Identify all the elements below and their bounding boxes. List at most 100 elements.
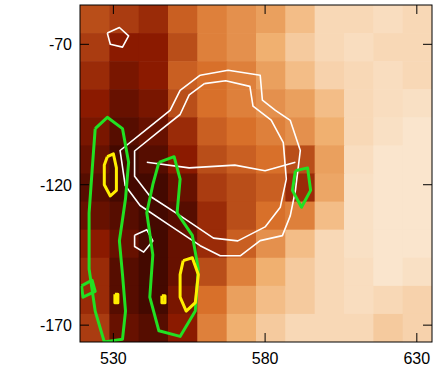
cell [197,314,227,342]
cell [109,33,139,62]
y-tick [80,184,89,185]
cell [168,117,198,146]
cell [344,5,374,34]
cell [256,174,286,203]
cell [403,61,432,90]
plot-area [80,5,432,342]
y-tick [423,184,432,185]
cell [227,174,257,203]
cell [315,174,345,203]
cell [256,202,286,231]
cell [373,314,403,342]
cell [227,258,257,287]
y-tick-label: -120 [40,177,72,194]
cell [256,286,286,315]
cell [197,230,227,259]
x-tick [113,5,114,14]
cell [285,61,315,90]
cell [285,33,315,62]
cell [227,5,257,34]
cell [344,286,374,315]
cell [197,89,227,118]
cell [344,258,374,287]
y-tick [80,44,89,45]
cell [139,89,169,118]
cell [109,61,139,90]
cell [197,286,227,315]
cell [403,314,432,342]
cell [168,61,198,90]
cell [197,202,227,231]
cell [80,5,110,34]
cell [373,258,403,287]
cell [227,286,257,315]
cell [168,145,198,174]
y-tick [423,325,432,326]
x-tick [265,333,266,342]
cell [227,61,257,90]
cell [373,230,403,259]
cell [285,314,315,342]
cell [256,314,286,342]
cell [197,258,227,287]
cell [315,89,345,118]
cell [168,174,198,203]
cell [227,33,257,62]
cell [285,230,315,259]
cell [315,61,345,90]
x-tick-label: 580 [252,350,279,367]
cell [315,314,345,342]
cell [168,314,198,342]
contour [292,168,310,207]
cell [315,258,345,287]
cell [256,33,286,62]
x-tick [416,333,417,342]
cell [285,286,315,315]
cell [80,33,110,62]
cell [227,145,257,174]
cell [344,117,374,146]
contour [104,154,116,196]
cell [197,145,227,174]
cell [315,5,345,34]
cell [197,117,227,146]
cell [285,5,315,34]
cell [344,61,374,90]
contour [147,157,199,337]
cell [256,117,286,146]
cell [315,33,345,62]
cell [403,145,432,174]
cell [80,202,110,231]
cell [315,117,345,146]
cell [373,89,403,118]
cell [315,202,345,231]
y-tick [80,325,89,326]
cell [315,145,345,174]
cell [256,258,286,287]
cell [109,89,139,118]
cell [139,33,169,62]
cell [344,174,374,203]
chart: 530580630-70-120-170 [0,0,438,382]
cell [80,230,110,259]
contour [82,280,96,297]
contour [89,117,129,342]
cell [344,202,374,231]
cell [80,61,110,90]
cell [139,5,169,34]
cell [227,314,257,342]
cell [227,202,257,231]
cell [403,89,432,118]
contour [120,70,300,256]
contour [107,28,128,48]
cell [373,117,403,146]
y-tick-label: -170 [40,317,72,334]
cell [197,174,227,203]
cell [403,202,432,231]
cell [168,33,198,62]
cell [344,89,374,118]
cell [168,202,198,231]
cell [344,230,374,259]
cell [256,5,286,34]
cell [197,5,227,34]
